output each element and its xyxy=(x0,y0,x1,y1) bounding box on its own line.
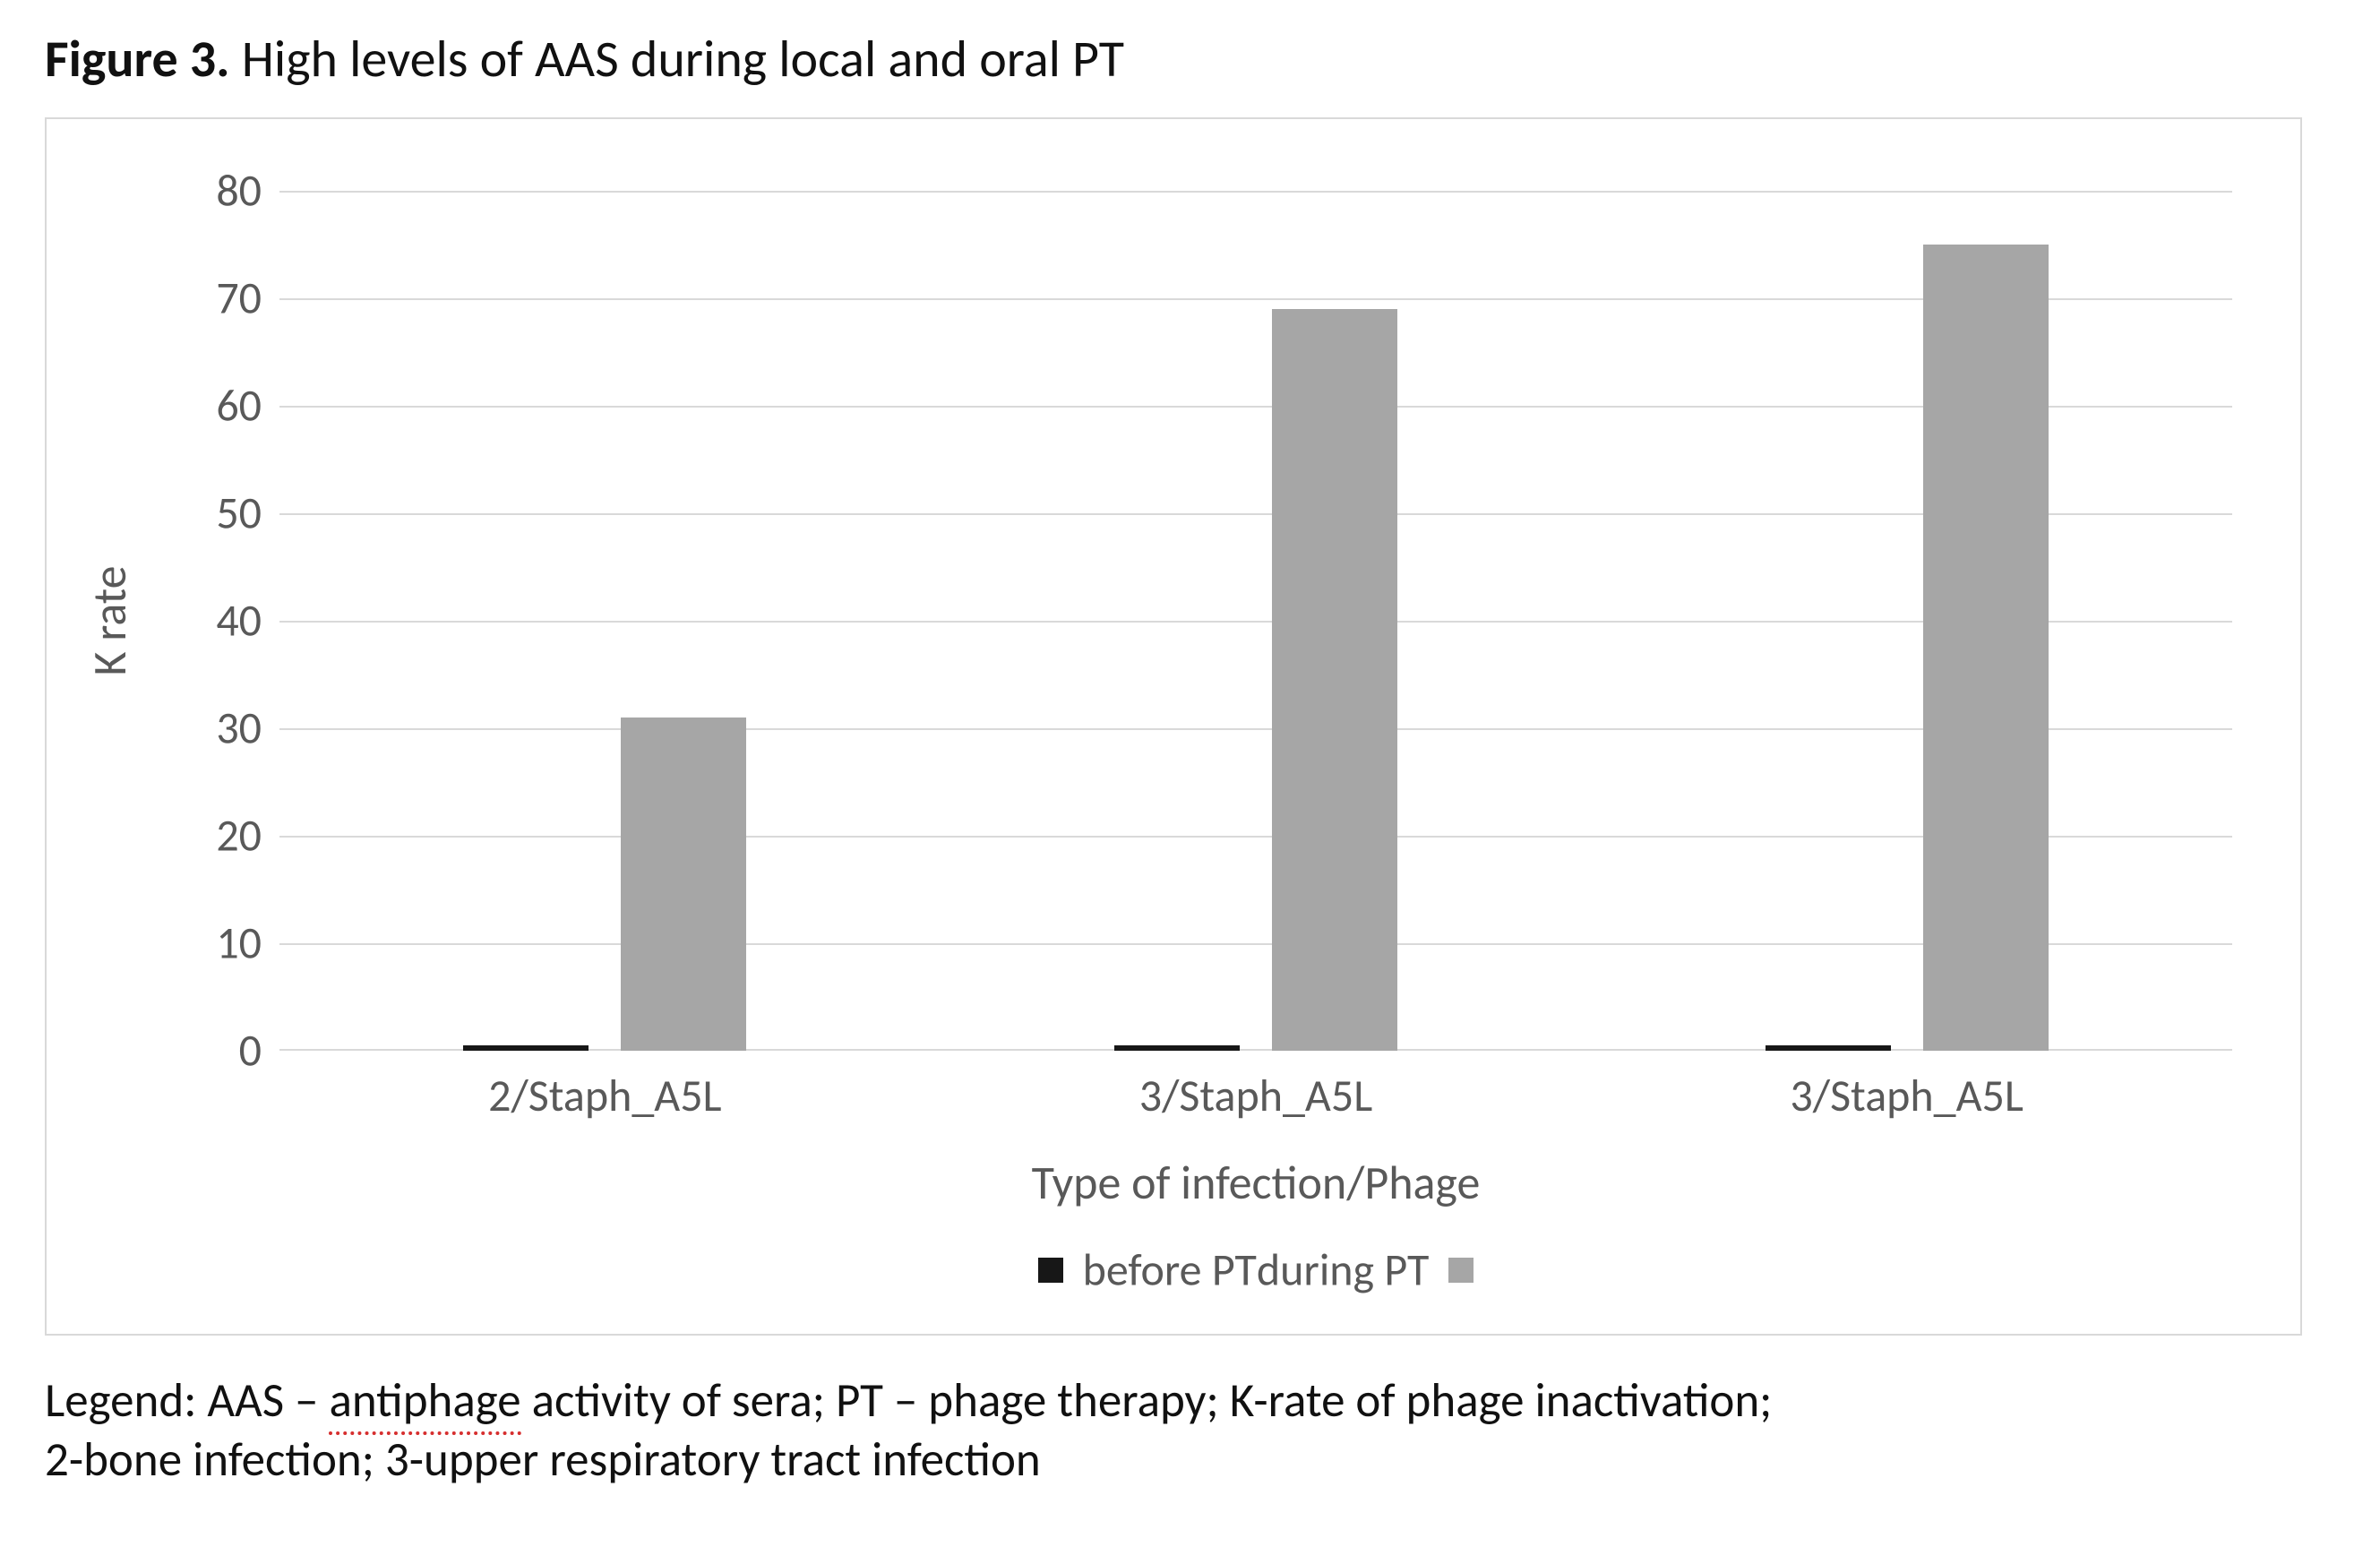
legend-label-before: before PT xyxy=(1083,1243,1257,1298)
caption-prefix: Legend: AAS – xyxy=(45,1372,329,1430)
y-tick-label: 50 xyxy=(216,486,279,541)
legend-swatch-before-icon xyxy=(1038,1258,1063,1283)
y-tick-label: 70 xyxy=(216,271,279,326)
y-tick-label: 0 xyxy=(239,1024,279,1078)
y-tick-label: 40 xyxy=(216,594,279,649)
page: Figure 3. High levels of AAS during loca… xyxy=(0,0,2380,1564)
figure-label-rest: High levels of AAS during local and oral… xyxy=(230,27,1124,90)
figure-caption: Legend: AAS – antiphage activity of sera… xyxy=(45,1371,2335,1491)
y-tick-label: 60 xyxy=(216,379,279,434)
chart-frame: K rate 010203040506070802/Staph_A5L3/Sta… xyxy=(45,117,2302,1336)
y-tick-label: 10 xyxy=(216,916,279,971)
x-axis-title: Type of infection/Phage xyxy=(279,1154,2232,1211)
legend-swatch-during-icon xyxy=(1448,1258,1474,1283)
plot-area: 010203040506070802/Staph_A5L3/Staph_A5L3… xyxy=(279,191,2232,1051)
caption-rest-line1: activity of sera; PT – phage therapy; K-… xyxy=(521,1372,1773,1430)
x-category-label: 3/Staph_A5L xyxy=(1139,1051,1372,1123)
x-category-label: 2/Staph_A5L xyxy=(488,1051,721,1123)
figure-label-bold: Figure 3. xyxy=(45,27,230,90)
gridline xyxy=(279,191,2232,193)
figure-title: Figure 3. High levels of AAS during loca… xyxy=(45,27,2335,90)
y-tick-label: 80 xyxy=(216,164,279,219)
bar-during xyxy=(1272,309,1397,1051)
y-axis-title: K rate xyxy=(81,566,138,676)
legend: before PTduring PT xyxy=(279,1239,2232,1298)
caption-line2: 2-bone infection; 3-upper respiratory tr… xyxy=(45,1431,1041,1489)
bar-during xyxy=(1923,245,2049,1051)
bar-during xyxy=(621,718,746,1051)
x-category-label: 3/Staph_A5L xyxy=(1790,1051,2023,1123)
y-tick-label: 30 xyxy=(216,701,279,756)
y-tick-label: 20 xyxy=(216,809,279,864)
legend-label-during: during PT xyxy=(1257,1243,1430,1298)
caption-underlined-word: antiphage xyxy=(329,1372,520,1435)
